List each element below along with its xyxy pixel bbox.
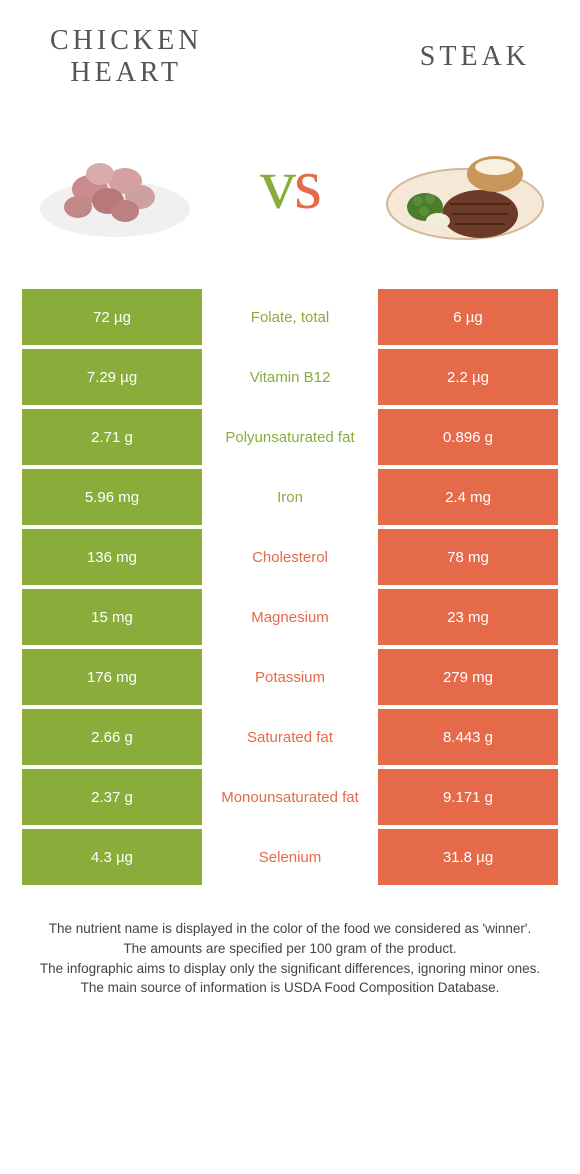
- table-row: 176 mgPotassium279 mg: [22, 649, 558, 705]
- nutrient-label: Polyunsaturated fat: [202, 409, 378, 465]
- right-value: 2.2 µg: [378, 349, 558, 405]
- table-row: 5.96 mgIron2.4 mg: [22, 469, 558, 525]
- left-title-line2: heart: [70, 57, 182, 88]
- table-row: 2.66 gSaturated fat8.443 g: [22, 709, 558, 765]
- footnote-line2: The amounts are specified per 100 gram o…: [20, 939, 560, 959]
- right-value: 8.443 g: [378, 709, 558, 765]
- right-value: 2.4 mg: [378, 469, 558, 525]
- left-food-title: Chicken heart: [50, 25, 202, 89]
- nutrient-label: Cholesterol: [202, 529, 378, 585]
- steak-image: [380, 119, 550, 249]
- chicken-heart-image: [30, 119, 200, 249]
- right-value: 9.171 g: [378, 769, 558, 825]
- left-value: 5.96 mg: [22, 469, 202, 525]
- left-value: 7.29 µg: [22, 349, 202, 405]
- footnote-line4: The main source of information is USDA F…: [20, 978, 560, 998]
- right-value: 31.8 µg: [378, 829, 558, 885]
- left-value: 2.37 g: [22, 769, 202, 825]
- right-value: 279 mg: [378, 649, 558, 705]
- images-row: vs: [0, 99, 580, 289]
- left-value: 72 µg: [22, 289, 202, 345]
- table-row: 136 mgCholesterol78 mg: [22, 529, 558, 585]
- nutrient-label: Selenium: [202, 829, 378, 885]
- left-value: 15 mg: [22, 589, 202, 645]
- right-value: 0.896 g: [378, 409, 558, 465]
- footnote-line3: The infographic aims to display only the…: [20, 959, 560, 979]
- left-value: 4.3 µg: [22, 829, 202, 885]
- table-row: 2.71 gPolyunsaturated fat0.896 g: [22, 409, 558, 465]
- table-row: 4.3 µgSelenium31.8 µg: [22, 829, 558, 885]
- nutrient-label: Iron: [202, 469, 378, 525]
- nutrient-label: Potassium: [202, 649, 378, 705]
- footnote: The nutrient name is displayed in the co…: [0, 889, 580, 997]
- table-row: 7.29 µgVitamin B122.2 µg: [22, 349, 558, 405]
- header: Chicken heart Steak: [0, 0, 580, 99]
- right-value: 6 µg: [378, 289, 558, 345]
- footnote-line1: The nutrient name is displayed in the co…: [20, 919, 560, 939]
- right-value: 78 mg: [378, 529, 558, 585]
- nutrient-label: Saturated fat: [202, 709, 378, 765]
- nutrient-label: Monounsaturated fat: [202, 769, 378, 825]
- left-value: 136 mg: [22, 529, 202, 585]
- nutrient-label: Vitamin B12: [202, 349, 378, 405]
- nutrient-table: 72 µgFolate, total6 µg7.29 µgVitamin B12…: [0, 289, 580, 885]
- nutrient-label: Folate, total: [202, 289, 378, 345]
- vs-label: vs: [260, 143, 320, 226]
- vs-s: s: [294, 144, 320, 224]
- table-row: 15 mgMagnesium23 mg: [22, 589, 558, 645]
- left-value: 2.71 g: [22, 409, 202, 465]
- nutrient-label: Magnesium: [202, 589, 378, 645]
- left-value: 2.66 g: [22, 709, 202, 765]
- vs-v: v: [260, 144, 294, 224]
- left-value: 176 mg: [22, 649, 202, 705]
- table-row: 72 µgFolate, total6 µg: [22, 289, 558, 345]
- left-title-line1: Chicken: [50, 25, 202, 56]
- right-value: 23 mg: [378, 589, 558, 645]
- right-food-title: Steak: [420, 41, 530, 73]
- table-row: 2.37 gMonounsaturated fat9.171 g: [22, 769, 558, 825]
